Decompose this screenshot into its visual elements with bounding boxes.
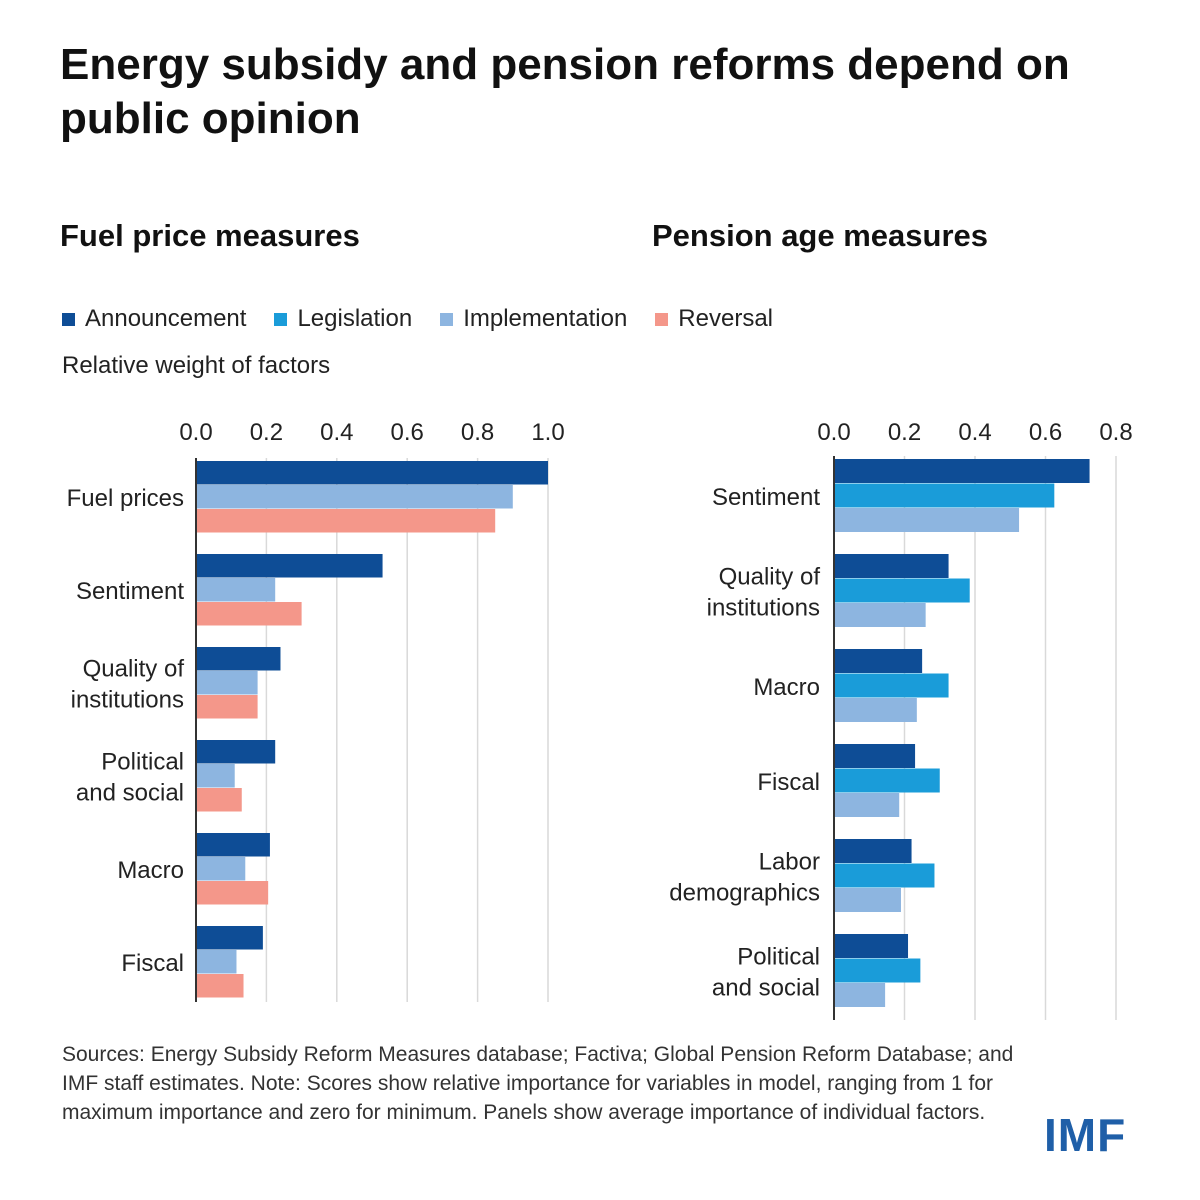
bar-reversal (196, 695, 258, 719)
legend-label: Legislation (297, 305, 413, 332)
tick-label: 0.0 (179, 419, 212, 446)
legend-item-implementation: Implementation (440, 305, 627, 333)
tick-label: 0.4 (958, 419, 991, 446)
bar-announcement (834, 934, 909, 958)
bar-implementation (834, 888, 901, 912)
legend-swatch (274, 312, 288, 326)
category-label: institutions (71, 687, 184, 714)
category-label: Labor (759, 848, 820, 875)
category-label: Fiscal (121, 950, 184, 977)
category-label: Sentiment (76, 578, 184, 605)
bar-implementation (196, 671, 258, 695)
tick-label: 0.6 (391, 419, 424, 446)
bar-reversal (196, 602, 302, 626)
legend-swatch (62, 312, 75, 326)
bar-reversal (196, 974, 244, 998)
pension-panel-title: Pension age measures (652, 218, 988, 253)
bar-implementation (834, 983, 886, 1007)
bar-implementation (196, 857, 246, 881)
bar-announcement (834, 744, 916, 768)
category-label: Political (737, 943, 820, 970)
category-label: Quality of (83, 656, 185, 683)
bar-announcement (834, 459, 1090, 483)
category-label: and social (76, 780, 184, 807)
tick-label: 0.2 (888, 419, 921, 446)
legend-swatch (655, 312, 669, 326)
category-label: Sentiment (712, 484, 820, 511)
bar-announcement (196, 461, 548, 485)
bar-legislation (834, 673, 949, 698)
tick-label: 1.0 (531, 419, 564, 446)
legend: Announcement Legislation Implementation … (62, 305, 773, 333)
bar-legislation (834, 578, 970, 603)
category-label: Fiscal (757, 769, 820, 796)
bar-reversal (196, 788, 242, 812)
bar-implementation (834, 508, 1020, 532)
bar-announcement (196, 833, 270, 857)
bar-announcement (196, 647, 281, 671)
bar-implementation (196, 764, 235, 788)
tick-label: 0.8 (1099, 419, 1132, 446)
legend-label: Reversal (678, 305, 773, 332)
tick-label: 0.6 (1029, 419, 1062, 446)
pension-age-chart: 0.0 0.2 0.4 0.6 0.8 Sentiment Quality of instit… (669, 419, 1133, 1020)
tick-label: 0.2 (250, 419, 283, 446)
tick-label: 0.4 (320, 419, 353, 446)
category-label: and social (712, 974, 820, 1001)
category-label: Fuel prices (67, 485, 184, 512)
bar-legislation (834, 863, 935, 888)
category-label: institutions (707, 594, 820, 621)
bar-implementation (196, 485, 513, 509)
bar-announcement (196, 554, 383, 578)
fuel-panel-title: Fuel price measures (60, 218, 360, 253)
tick-label: 0.8 (461, 419, 494, 446)
axis-subtitle: Relative weight of factors (62, 352, 331, 379)
category-label: Macro (753, 674, 820, 701)
bar-announcement (834, 839, 912, 863)
legend-item-announcement: Announcement (62, 305, 246, 333)
footnote: Sources: Energy Subsidy Reform Measures … (62, 1043, 1014, 1124)
imf-logo: IMF (1044, 1109, 1127, 1161)
page-title: Energy subsidy and pension reforms depen… (60, 40, 1070, 143)
bar-announcement (196, 926, 263, 950)
legend-label: Announcement (85, 305, 247, 332)
bar-legislation (834, 483, 1055, 508)
bar-implementation (834, 793, 900, 817)
legend-item-legislation: Legislation (274, 305, 412, 333)
tick-label: 0.0 (817, 419, 850, 446)
category-label: Political (101, 749, 184, 776)
category-label: demographics (669, 879, 820, 906)
bar-reversal (196, 881, 269, 905)
legend-label: Implementation (463, 305, 628, 332)
bar-implementation (196, 950, 237, 974)
legend-swatch (440, 312, 454, 326)
bar-legislation (834, 768, 940, 793)
bar-implementation (834, 698, 917, 722)
category-label: Quality of (719, 563, 821, 590)
fuel-price-chart: 0.0 0.2 0.4 0.6 0.8 1.0 Fuel prices Sentiment Qu… (67, 419, 565, 1002)
bar-announcement (834, 554, 949, 578)
bar-implementation (834, 603, 926, 627)
bar-announcement (834, 649, 923, 673)
legend-item-reversal: Reversal (655, 305, 773, 333)
bar-legislation (834, 958, 921, 983)
bar-announcement (196, 740, 276, 764)
category-label: Macro (117, 857, 184, 884)
bar-implementation (196, 578, 276, 602)
bar-reversal (196, 509, 496, 533)
